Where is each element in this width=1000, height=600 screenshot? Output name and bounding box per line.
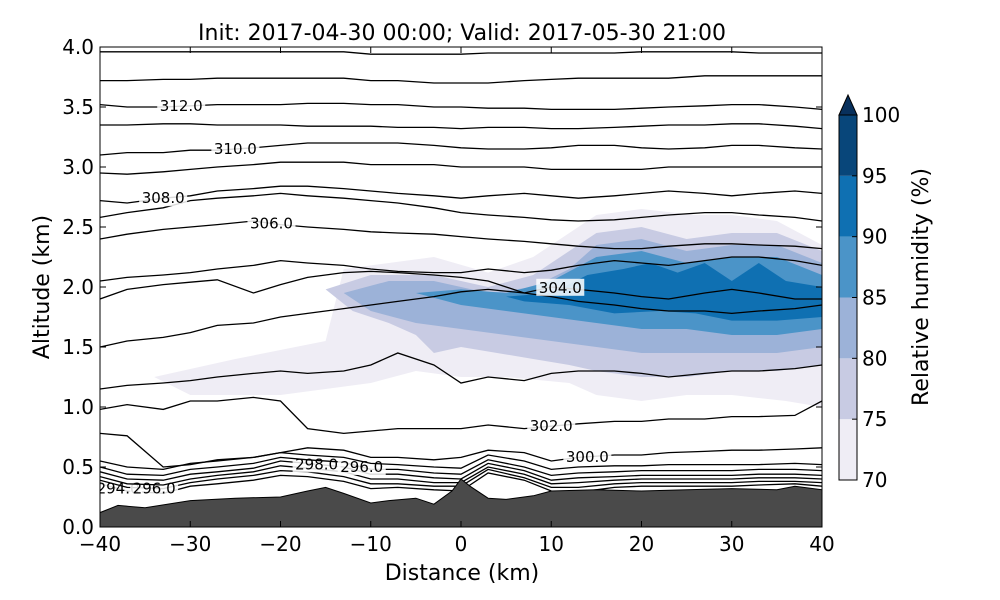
- terrain-silhouette: [100, 478, 822, 527]
- colorbar-tick-label: 95: [862, 164, 887, 188]
- colorbar-tick-label: 70: [862, 468, 887, 492]
- contour-label-bg: [536, 278, 585, 296]
- colorbar-tick-label: 75: [862, 407, 887, 431]
- contour-label: 308.0: [142, 189, 185, 207]
- theta-contour-line: [100, 220, 822, 250]
- contour-label: 306.0: [250, 214, 293, 232]
- colorbar-segment: [839, 175, 857, 237]
- y-tick-label: 3.5: [62, 95, 94, 119]
- colorbar-segment: [839, 297, 857, 359]
- y-tick-label: 4.0: [62, 35, 94, 59]
- y-tick-label: 0.5: [62, 455, 94, 479]
- theta-contour-line: [100, 123, 822, 130]
- contour-label-bg: [247, 214, 296, 232]
- colorbar-tick-label: 85: [862, 286, 887, 310]
- theta-contour-line: [100, 451, 822, 471]
- theta-contour-line: [100, 192, 822, 222]
- x-axis-label: Distance (km): [385, 561, 540, 586]
- colorbar-segment: [839, 358, 857, 420]
- colorbar-segment: [839, 236, 857, 298]
- colorbar-tick-label: 90: [862, 225, 887, 249]
- y-tick-label: 1.0: [62, 395, 94, 419]
- y-tick-label: 2.5: [62, 215, 94, 239]
- x-tick-label: 20: [629, 532, 654, 556]
- contour-label-bg: [211, 140, 260, 157]
- theta-contour-line: [100, 396, 822, 435]
- contour-label: 312.0: [160, 97, 203, 115]
- x-tick-label: 40: [809, 532, 834, 556]
- theta-contour-line: [100, 288, 822, 348]
- theta-contour-line: [100, 185, 822, 204]
- contour-label-bg: [527, 417, 576, 435]
- theta-contour-line: [100, 161, 822, 175]
- contour-label: 296.0: [133, 479, 176, 497]
- chart-title: Init: 2017-04-30 00:00; Valid: 2017-05-3…: [198, 21, 726, 46]
- humidity-fill-layer: [154, 209, 822, 407]
- x-tick-label: −40: [79, 532, 121, 556]
- y-tick-label: 3.0: [62, 155, 94, 179]
- contour-label: 296.0: [340, 458, 383, 476]
- colorbar: 70 75 80 85 90 95 100: [838, 93, 900, 492]
- colorbar-segment: [839, 115, 857, 176]
- theta-contour-line: [100, 256, 822, 282]
- colorbar-tick-label: 100: [862, 103, 900, 127]
- colorbar-segment: [839, 419, 857, 480]
- rh-region-90: [506, 263, 822, 321]
- y-axis: 0.0 0.5 1.0 1.5 2.0 2.5 3.0 3.5 4.0: [62, 35, 822, 539]
- contour-label-bg: [563, 447, 612, 465]
- terrain-layer: [100, 478, 822, 527]
- theta-contour-line: [100, 270, 822, 300]
- theta-contour-line: [100, 75, 822, 84]
- contour-label-bg: [337, 458, 386, 475]
- theta-contour-line: [100, 352, 822, 390]
- colorbar-tick-label: 80: [862, 346, 887, 370]
- contour-label: 298.0: [295, 455, 338, 473]
- y-axis-label: Altitude (km): [30, 215, 55, 359]
- x-tick-label: −30: [169, 532, 211, 556]
- x-tick-label: −10: [350, 532, 392, 556]
- theta-contour-line: [100, 456, 822, 477]
- contour-label-bg: [139, 189, 188, 207]
- y-tick-label: 0.0: [62, 515, 94, 539]
- y-tick-label: 2.0: [62, 275, 94, 299]
- contour-label: 300.0: [566, 448, 609, 466]
- contour-label: 304.0: [539, 279, 582, 297]
- contour-label-bg: [157, 97, 206, 115]
- contour-label: 302.0: [530, 417, 573, 435]
- x-axis: −40 −30 −20 −10 0 10 20 30 40: [79, 47, 835, 556]
- contour-label-bg: [130, 479, 179, 497]
- colorbar-extend-arrow: [838, 93, 858, 116]
- x-tick-label: 30: [719, 532, 744, 556]
- x-tick-label: 10: [539, 532, 564, 556]
- contour-label: 310.0: [214, 140, 257, 158]
- theta-contour-line: [100, 102, 822, 111]
- colorbar-label: Relative humidity (%): [909, 168, 934, 406]
- y-tick-label: 1.5: [62, 335, 94, 359]
- theta-contour-line: [100, 51, 822, 55]
- x-tick-label: 0: [455, 532, 468, 556]
- theta-contour-line: [100, 432, 822, 468]
- x-tick-label: −20: [259, 532, 301, 556]
